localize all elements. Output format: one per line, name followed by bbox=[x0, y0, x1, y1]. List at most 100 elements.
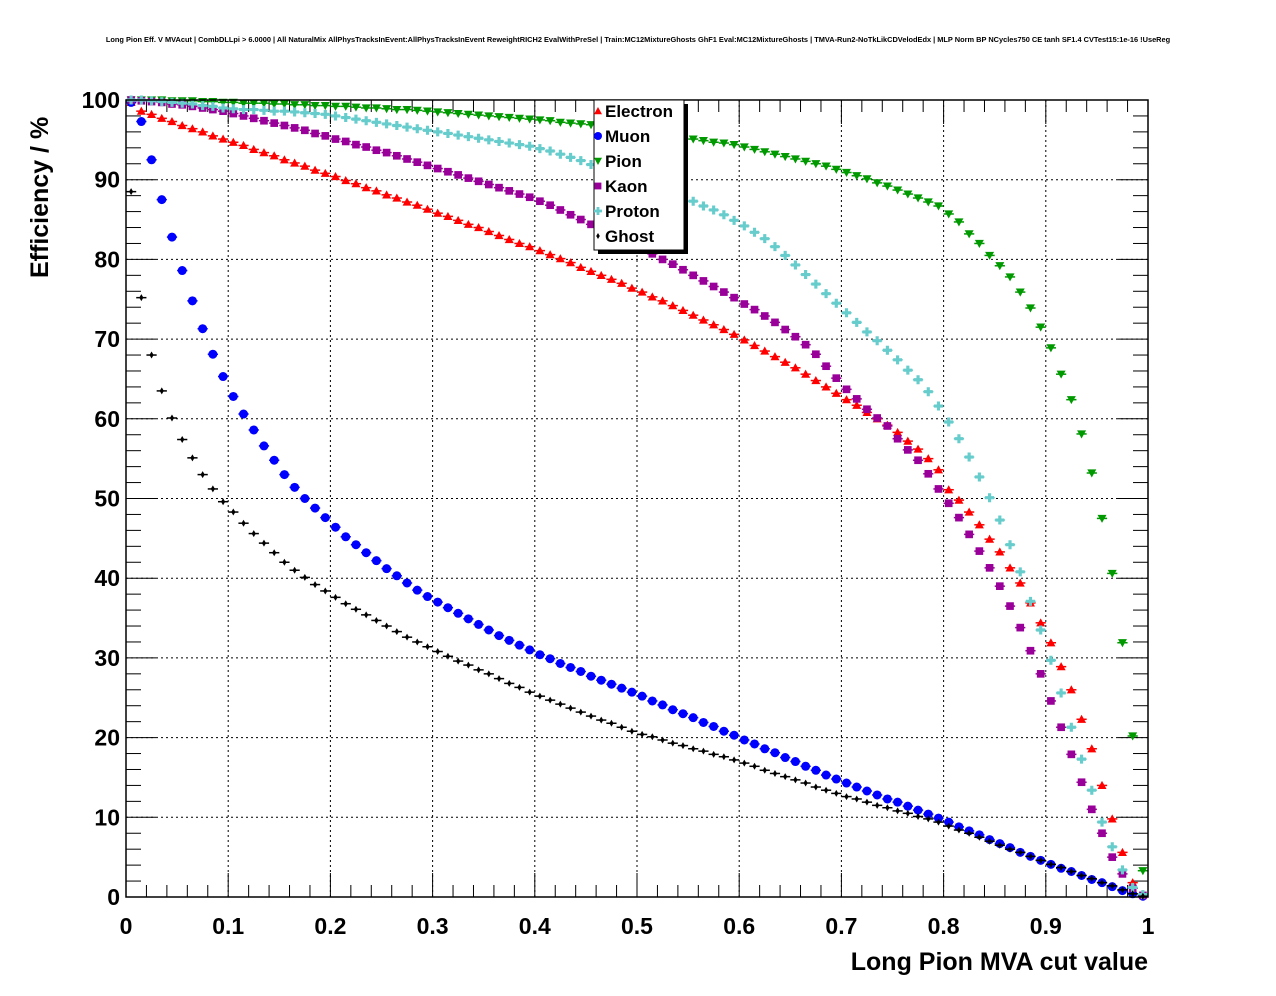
y-tick-label: 40 bbox=[94, 565, 120, 591]
data-point bbox=[167, 232, 177, 242]
data-point bbox=[392, 193, 402, 202]
data-point bbox=[913, 375, 923, 385]
data-point bbox=[689, 271, 698, 280]
data-point bbox=[883, 422, 892, 430]
data-point bbox=[882, 182, 892, 191]
data-point bbox=[1057, 723, 1065, 732]
data-point bbox=[568, 704, 573, 712]
data-point bbox=[658, 296, 668, 305]
data-point bbox=[1098, 829, 1106, 838]
data-point bbox=[208, 101, 218, 111]
data-point bbox=[790, 155, 800, 164]
data-point bbox=[453, 130, 463, 140]
data-point bbox=[977, 833, 982, 841]
data-point bbox=[903, 190, 913, 199]
data-point bbox=[558, 700, 563, 708]
data-point bbox=[709, 282, 718, 291]
data-point bbox=[760, 312, 769, 320]
data-point bbox=[954, 495, 964, 504]
data-point bbox=[474, 223, 484, 232]
data-point bbox=[167, 97, 177, 107]
data-point bbox=[670, 739, 675, 747]
data-point bbox=[944, 499, 953, 508]
data-point bbox=[494, 631, 504, 641]
data-point bbox=[854, 795, 859, 803]
data-point bbox=[1108, 853, 1117, 861]
data-point bbox=[537, 692, 543, 700]
data-point bbox=[780, 250, 790, 260]
data-point bbox=[933, 465, 943, 474]
data-point bbox=[218, 98, 228, 107]
legend-marker-kaon bbox=[594, 182, 602, 190]
data-point bbox=[228, 98, 238, 107]
data-point bbox=[279, 106, 289, 116]
data-point bbox=[301, 126, 309, 135]
data-point bbox=[249, 114, 258, 123]
data-point bbox=[443, 603, 453, 613]
data-point bbox=[770, 150, 780, 159]
data-point bbox=[187, 124, 197, 133]
data-point bbox=[679, 265, 687, 274]
data-point bbox=[361, 183, 371, 192]
data-point bbox=[1128, 882, 1138, 892]
data-point bbox=[1028, 852, 1033, 860]
data-point bbox=[586, 160, 596, 170]
data-point bbox=[402, 105, 412, 115]
data-point bbox=[688, 135, 698, 144]
data-point bbox=[709, 205, 719, 215]
data-point bbox=[730, 293, 738, 302]
data-point bbox=[985, 493, 995, 503]
data-point bbox=[239, 112, 248, 120]
data-point bbox=[698, 315, 708, 324]
data-point bbox=[903, 436, 913, 445]
data-point bbox=[985, 251, 995, 260]
data-point bbox=[566, 119, 576, 128]
data-point bbox=[1107, 842, 1117, 852]
data-point bbox=[555, 118, 565, 127]
data-point bbox=[525, 242, 535, 251]
legend-box bbox=[593, 99, 685, 251]
data-point bbox=[739, 221, 749, 231]
data-point bbox=[545, 654, 555, 664]
series-proton bbox=[126, 95, 1148, 900]
data-point bbox=[936, 818, 941, 826]
data-point bbox=[821, 162, 831, 171]
x-tick-label: 1 bbox=[1142, 913, 1155, 939]
data-point bbox=[1048, 860, 1054, 868]
data-point bbox=[811, 765, 821, 775]
data-point bbox=[831, 298, 841, 308]
data-point bbox=[496, 675, 502, 683]
data-point bbox=[190, 454, 195, 462]
data-point bbox=[402, 197, 412, 206]
data-point bbox=[895, 807, 900, 815]
data-point bbox=[739, 335, 749, 344]
data-point bbox=[586, 671, 596, 681]
x-tick-label: 0.4 bbox=[519, 913, 551, 939]
data-point bbox=[136, 106, 146, 115]
y-tick-label: 20 bbox=[94, 725, 120, 751]
data-point bbox=[903, 801, 913, 811]
data-point bbox=[586, 121, 596, 130]
data-point bbox=[576, 156, 586, 166]
data-point bbox=[811, 160, 821, 169]
data-point bbox=[321, 132, 330, 140]
data-point bbox=[688, 196, 698, 206]
data-point bbox=[504, 138, 514, 148]
data-point bbox=[1087, 805, 1096, 814]
data-point bbox=[351, 103, 361, 112]
data-point bbox=[1005, 563, 1015, 572]
data-point bbox=[269, 106, 279, 116]
data-point bbox=[514, 640, 524, 650]
x-axis-title: Long Pion MVA cut value bbox=[851, 948, 1148, 976]
data-point bbox=[290, 124, 299, 132]
data-point bbox=[964, 452, 974, 462]
data-point bbox=[384, 622, 389, 630]
x-tick-label: 0.2 bbox=[314, 913, 346, 939]
data-point bbox=[566, 662, 576, 672]
x-tick-label: 0.9 bbox=[1030, 913, 1062, 939]
data-point bbox=[864, 798, 870, 806]
data-point bbox=[300, 108, 310, 118]
chart-title: Long Pion Eff. V MVAcut | CombDLLpi > 6.… bbox=[106, 35, 1171, 44]
data-point bbox=[617, 683, 627, 693]
data-point bbox=[208, 131, 218, 140]
